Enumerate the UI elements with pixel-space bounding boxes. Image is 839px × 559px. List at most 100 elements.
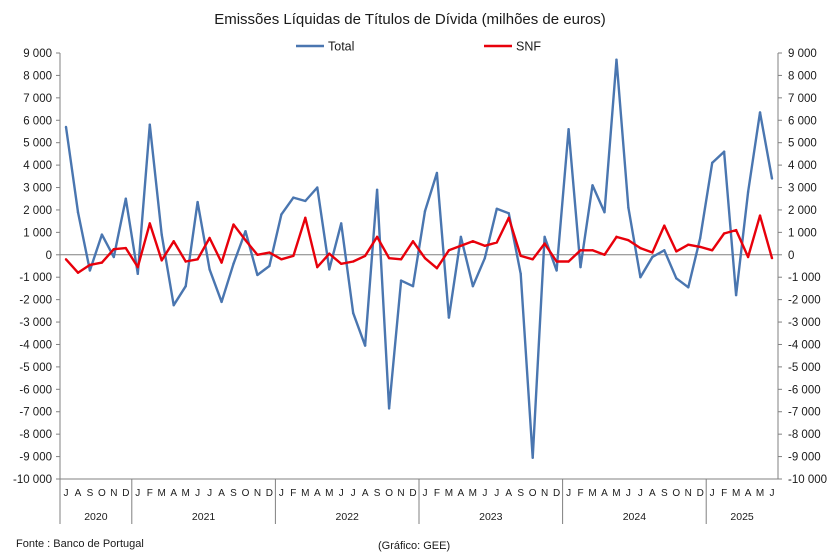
data-point-total: [232, 262, 235, 265]
chart-title: Emissões Líquidas de Títulos de Dívida (…: [214, 11, 606, 28]
legend: Total SNF: [296, 40, 541, 54]
y-tick-label: 4 000: [23, 160, 52, 172]
data-point-snf: [579, 249, 582, 252]
data-point-snf: [244, 239, 247, 242]
x-tick-label: J: [770, 488, 775, 499]
data-point-snf: [507, 216, 510, 219]
data-point-snf: [627, 239, 630, 242]
data-point-snf: [184, 260, 187, 263]
x-tick-label: A: [649, 488, 656, 499]
data-point-total: [399, 279, 403, 282]
x-tick-label: N: [541, 488, 548, 499]
data-point-snf: [148, 222, 151, 225]
x-tick-label: M: [181, 488, 189, 499]
data-point-snf: [268, 251, 271, 254]
legend-label-total: Total: [328, 40, 354, 54]
data-point-total: [555, 269, 558, 272]
data-point-snf: [651, 251, 654, 254]
data-point-snf: [519, 254, 522, 258]
data-point-total: [663, 249, 666, 252]
x-tick-label: D: [553, 488, 560, 499]
data-point-snf: [591, 249, 594, 252]
y-tick-label: 5 000: [23, 138, 52, 150]
data-point-total: [579, 265, 582, 269]
x-tick-label: M: [588, 488, 596, 499]
x-tick-label: J: [339, 488, 344, 499]
data-point-snf: [136, 265, 139, 269]
data-point-total: [603, 210, 606, 214]
data-point-total: [387, 407, 391, 410]
data-point-snf: [710, 249, 714, 252]
y-tick-label: -1 000: [19, 272, 52, 284]
data-point-total: [710, 161, 714, 165]
y-tick-label: -9 000: [19, 452, 52, 464]
data-point-total: [758, 111, 762, 114]
data-point-snf: [351, 260, 355, 263]
y-tick-label-right: 4 000: [788, 160, 817, 172]
y-tick-label-right: 9 000: [788, 48, 817, 60]
data-point-total: [316, 186, 319, 189]
data-point-snf: [435, 267, 439, 270]
x-tick-label: J: [566, 488, 571, 499]
data-point-total: [100, 233, 104, 236]
data-point-total: [591, 184, 594, 187]
data-point-total: [507, 212, 510, 215]
data-point-total: [124, 197, 128, 200]
y-tick-label-right: -2 000: [788, 295, 821, 307]
data-point-total: [495, 207, 498, 211]
data-point-total: [734, 293, 738, 297]
y-tick-label-right: -4 000: [788, 339, 821, 351]
x-tick-label: O: [98, 488, 106, 499]
data-point-snf: [387, 256, 391, 260]
x-tick-label: S: [661, 488, 668, 499]
x-tick-label: A: [218, 488, 225, 499]
data-point-total: [531, 456, 534, 459]
data-point-snf: [280, 258, 283, 261]
y-tick-label-right: 3 000: [788, 183, 817, 195]
x-tick-label: M: [158, 488, 166, 499]
data-point-snf: [328, 252, 331, 255]
data-point-snf: [758, 214, 762, 217]
data-point-total: [411, 284, 415, 288]
data-point-total: [375, 188, 379, 191]
y-tick-label: 2 000: [23, 205, 52, 217]
data-point-snf: [555, 260, 558, 263]
data-point-snf: [495, 241, 498, 244]
x-tick-label: O: [672, 488, 680, 499]
data-point-total: [172, 304, 175, 307]
y-tick-label: 7 000: [23, 93, 52, 105]
data-point-snf: [615, 235, 618, 239]
data-point-total: [220, 300, 223, 304]
y-tick-label: 9 000: [23, 48, 52, 60]
year-label: 2024: [623, 511, 647, 523]
data-point-total: [746, 190, 750, 194]
y-tick-label-right: 8 000: [788, 70, 817, 82]
data-point-snf: [734, 228, 738, 232]
data-point-total: [268, 264, 271, 268]
data-point-total: [651, 255, 654, 259]
x-tick-label: M: [756, 488, 764, 499]
data-point-snf: [232, 223, 235, 226]
data-point-snf: [64, 258, 68, 261]
year-label: 2022: [336, 511, 360, 523]
x-tick-label: A: [75, 488, 82, 499]
data-point-total: [136, 272, 139, 276]
x-tick-label: A: [170, 488, 177, 499]
data-point-total: [639, 276, 642, 279]
data-point-snf: [399, 258, 403, 261]
x-tick-label: S: [517, 488, 524, 499]
x-tick-label: O: [242, 488, 250, 499]
x-tick-label: J: [279, 488, 284, 499]
x-tick-label: S: [374, 488, 381, 499]
data-point-total: [184, 284, 187, 288]
x-tick-label: J: [482, 488, 487, 499]
y-tick-label-right: -6 000: [788, 384, 821, 396]
x-tick-label: F: [147, 488, 153, 499]
data-point-total: [160, 233, 163, 236]
data-point-total: [471, 284, 475, 288]
data-point-snf: [196, 258, 199, 261]
data-point-snf: [292, 254, 295, 258]
data-point-total: [363, 344, 367, 347]
data-point-total: [615, 58, 618, 61]
